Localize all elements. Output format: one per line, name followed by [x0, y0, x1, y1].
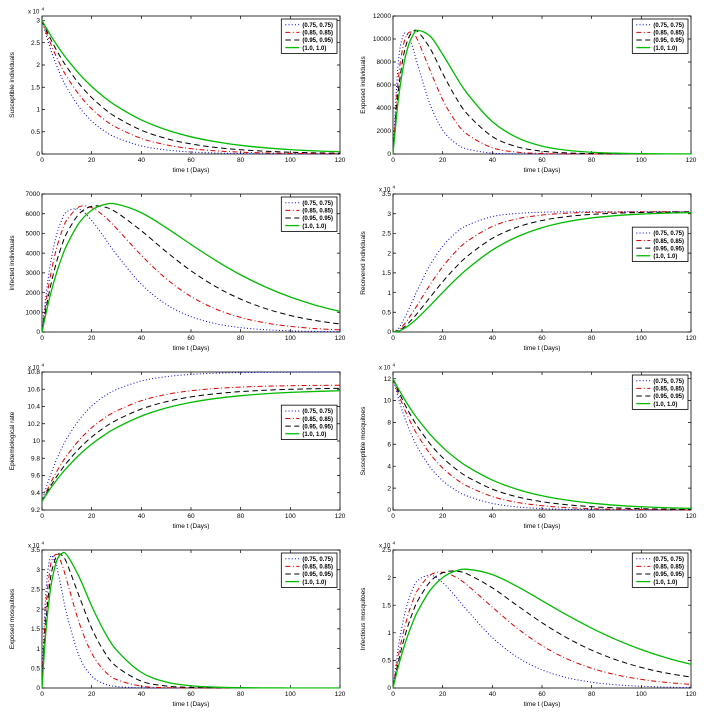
- chart-infectious-mosquitoes-canvas: [357, 540, 698, 711]
- chart-exposed-mosquitoes-canvas: [6, 540, 347, 711]
- chart-susceptible-individuals: [6, 6, 347, 177]
- chart-epidemiological-rate-canvas: [6, 362, 347, 533]
- chart-recovered-individuals: [357, 184, 698, 355]
- chart-epidemiological-rate: [6, 362, 347, 533]
- chart-exposed-individuals: [357, 6, 698, 177]
- chart-infectious-mosquitoes: [357, 540, 698, 711]
- chart-exposed-mosquitoes: [6, 540, 347, 711]
- chart-susceptible-mosquitoes-canvas: [357, 362, 698, 533]
- chart-exposed-individuals-canvas: [357, 6, 698, 177]
- chart-infected-individuals-canvas: [6, 184, 347, 355]
- chart-susceptible-individuals-canvas: [6, 6, 347, 177]
- chart-recovered-individuals-canvas: [357, 184, 698, 355]
- chart-infected-individuals: [6, 184, 347, 355]
- chart-susceptible-mosquitoes: [357, 362, 698, 533]
